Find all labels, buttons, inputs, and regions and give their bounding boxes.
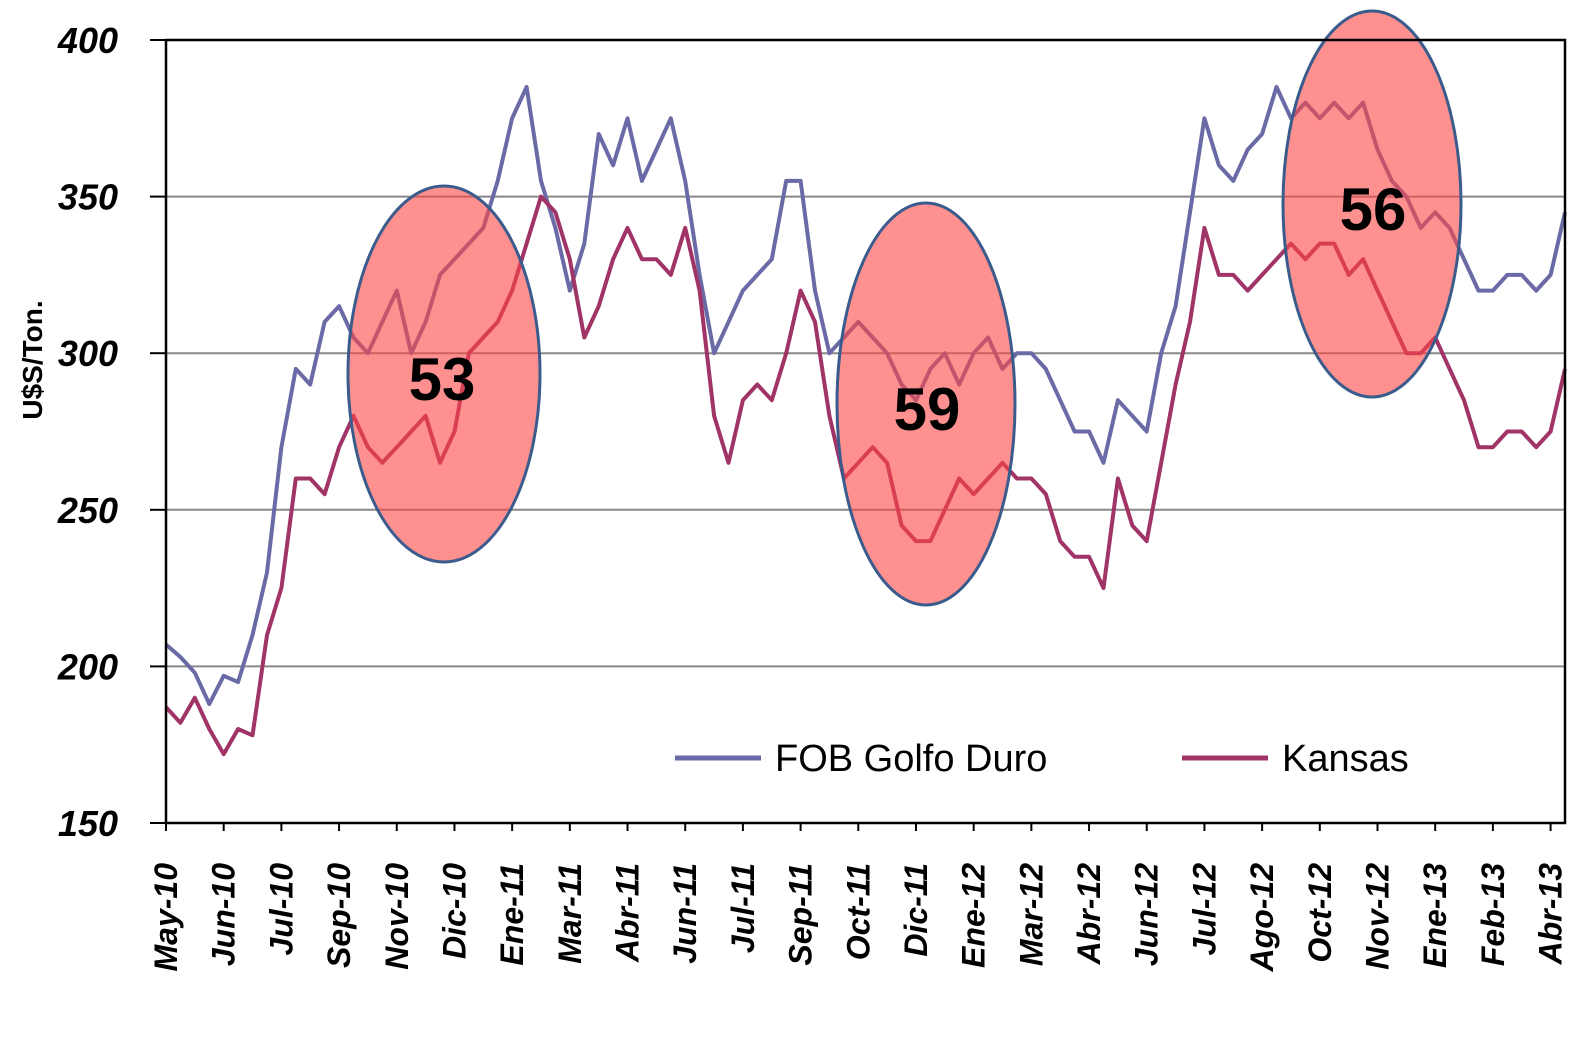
x-tick-label: Nov-10: [379, 863, 415, 970]
x-tick-label: Jun-12: [1129, 863, 1165, 966]
x-tick-label: Jul-11: [725, 863, 761, 953]
legend-label: FOB Golfo Duro: [775, 738, 1047, 780]
x-tick-label: Nov-12: [1360, 863, 1396, 970]
x-tick-label: Mar-11: [552, 863, 588, 964]
y-tick-label: 200: [57, 646, 118, 687]
x-tick-label: May-10: [148, 863, 184, 972]
y-tick-label: 350: [58, 177, 118, 218]
x-tick-label: Ago-12: [1244, 863, 1280, 973]
plot-border: [164, 38, 1567, 825]
x-tick-label: Sep-11: [783, 863, 819, 966]
x-tick-label: Jun-10: [206, 863, 242, 966]
x-tick-label: Jul-10: [263, 863, 299, 956]
x-tick-label: Jun-11: [667, 863, 703, 964]
x-tick-label: Abr-12: [1071, 863, 1107, 966]
x-tick-label: Dic-11: [898, 863, 934, 957]
x-tick-label: Abr-13: [1533, 863, 1569, 966]
x-tick-label: Ene-13: [1417, 863, 1453, 968]
x-tick-label: Dic-10: [436, 863, 472, 959]
x-tick-label: Oct-12: [1302, 863, 1338, 963]
annotation: 53: [409, 346, 476, 413]
x-tick-label: Oct-11: [840, 863, 876, 960]
x-tick-label: Sep-10: [321, 863, 357, 968]
y-tick-label: 300: [58, 333, 118, 374]
x-tick-label: Jul-12: [1186, 863, 1222, 956]
x-tick-label: Feb-13: [1475, 863, 1511, 966]
y-tick-label: 250: [57, 490, 118, 531]
highlight-ellipse: [1281, 9, 1463, 399]
x-tick-label: Mar-12: [1013, 863, 1049, 966]
highlight-ellipse: [346, 184, 542, 564]
x-tick-label: Ene-11: [494, 863, 530, 966]
x-tick-label: Abr-11: [610, 863, 646, 963]
highlight-ellipse: [835, 201, 1017, 607]
legend-label: Kansas: [1282, 738, 1409, 780]
annotation: 56: [1340, 176, 1407, 243]
annotation: 59: [894, 376, 961, 443]
y-tick-label: 400: [57, 20, 118, 61]
y-axis-label: U$S/Ton.: [17, 300, 48, 419]
highlights: 53 59 56: [346, 9, 1463, 607]
y-tick-label: 150: [58, 803, 118, 844]
x-tick-label: Ene-12: [956, 863, 992, 968]
